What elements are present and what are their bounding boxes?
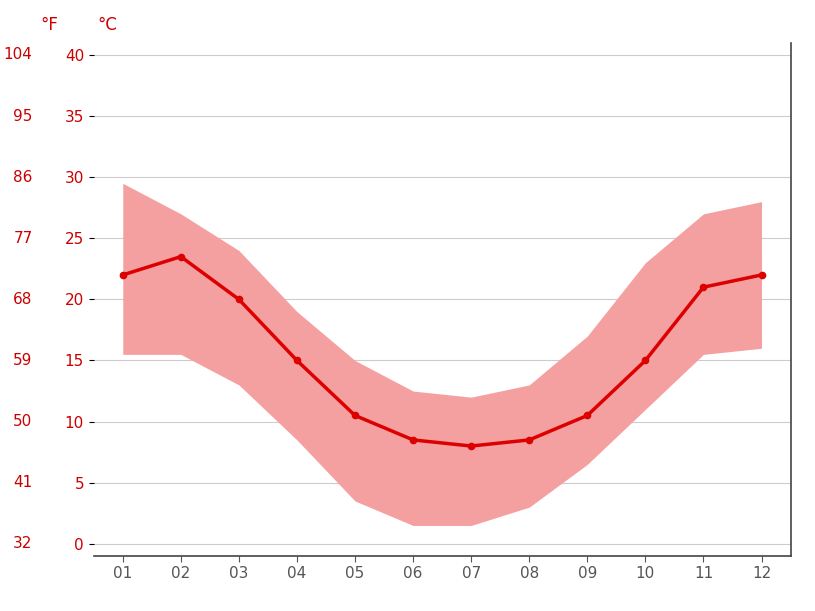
Text: 104: 104 [4, 48, 33, 62]
Text: 68: 68 [13, 292, 33, 307]
Text: °F: °F [41, 16, 59, 34]
Text: 32: 32 [13, 536, 33, 551]
Text: °C: °C [98, 16, 117, 34]
Text: 77: 77 [13, 231, 33, 246]
Text: 95: 95 [13, 109, 33, 123]
Text: 86: 86 [13, 170, 33, 185]
Text: 59: 59 [13, 353, 33, 368]
Text: 41: 41 [13, 475, 33, 490]
Text: 50: 50 [13, 414, 33, 429]
